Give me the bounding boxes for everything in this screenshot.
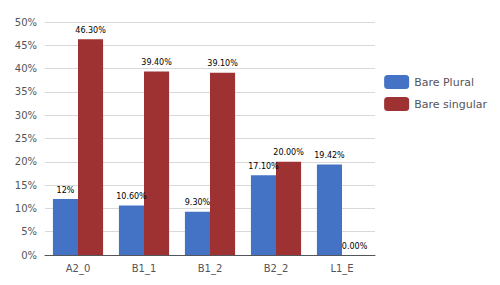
svg-text:5%: 5% (21, 226, 37, 237)
svg-text:46.30%: 46.30% (75, 26, 106, 35)
svg-text:B1_1: B1_1 (132, 263, 157, 275)
svg-text:10.60%: 10.60% (116, 192, 147, 201)
svg-text:L1_E: L1_E (330, 263, 353, 275)
svg-text:30%: 30% (15, 110, 37, 121)
svg-text:25%: 25% (15, 133, 37, 144)
svg-text:9.30%: 9.30% (185, 198, 211, 207)
svg-text:19.42%: 19.42% (314, 151, 345, 160)
svg-text:Bare singular: Bare singular (414, 98, 487, 111)
svg-text:0%: 0% (21, 250, 37, 261)
svg-text:B1_2: B1_2 (198, 263, 223, 275)
svg-text:50%: 50% (15, 17, 37, 28)
svg-text:40%: 40% (15, 63, 37, 74)
svg-text:15%: 15% (15, 180, 37, 191)
svg-text:B2_2: B2_2 (264, 263, 289, 275)
svg-text:17.10%: 17.10% (248, 162, 279, 171)
svg-text:12%: 12% (57, 186, 75, 195)
svg-text:39.40%: 39.40% (141, 58, 172, 67)
svg-text:A2_0: A2_0 (66, 263, 91, 275)
svg-text:0.00%: 0.00% (342, 242, 368, 251)
svg-text:45%: 45% (15, 40, 37, 51)
svg-text:39.10%: 39.10% (207, 59, 238, 68)
svg-text:20%: 20% (15, 156, 37, 167)
svg-text:20.00%: 20.00% (273, 148, 304, 157)
svg-text:Bare Plural: Bare Plural (414, 76, 474, 89)
svg-text:35%: 35% (15, 86, 37, 97)
svg-text:10%: 10% (15, 203, 37, 214)
